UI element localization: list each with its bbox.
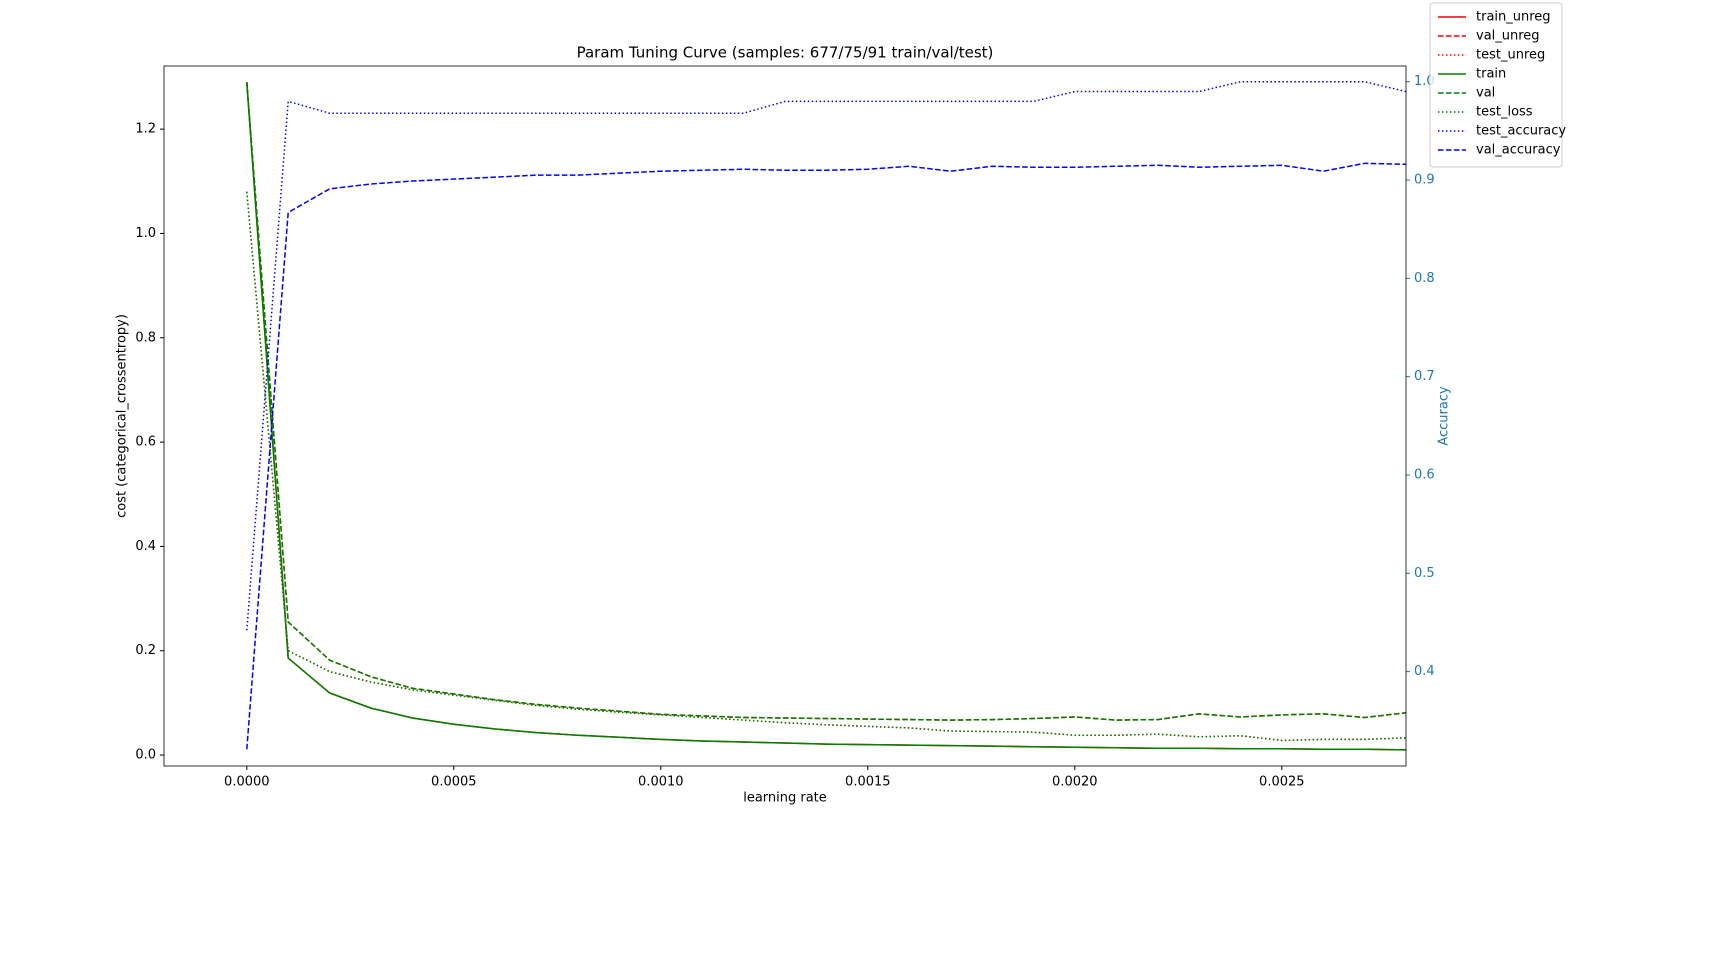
y2-tick-label: 0.8 bbox=[1414, 271, 1435, 286]
y-tick-label: 0.8 bbox=[135, 330, 156, 345]
y2-tick-label: 0.4 bbox=[1414, 664, 1435, 679]
x-tick-label: 0.0000 bbox=[224, 775, 270, 790]
y-tick-label: 1.0 bbox=[135, 226, 156, 241]
y2-tick-label: 0.6 bbox=[1414, 467, 1435, 482]
series-line bbox=[246, 162, 1406, 750]
legend-box bbox=[1429, 2, 1563, 168]
x-tick-label: 0.0005 bbox=[431, 775, 477, 790]
series-line bbox=[246, 80, 1406, 631]
y-tick-label: 0.6 bbox=[135, 435, 156, 450]
y2-tick-label: 0.7 bbox=[1414, 369, 1435, 384]
y-tick-label: 0.2 bbox=[135, 643, 156, 658]
series-line bbox=[246, 82, 1406, 721]
x-tick-label: 0.0010 bbox=[638, 775, 684, 790]
legend-label: test_accuracy bbox=[1476, 124, 1566, 139]
y-tick-label: 1.2 bbox=[135, 122, 156, 137]
legend-label: val bbox=[1476, 86, 1495, 101]
chart-title: Param Tuning Curve (samples: 677/75/91 t… bbox=[577, 44, 994, 62]
x-tick-label: 0.0025 bbox=[1259, 775, 1305, 790]
x-axis-label: learning rate bbox=[743, 791, 827, 806]
y2-axis-label: Accuracy bbox=[1437, 386, 1452, 446]
legend-label: test_loss bbox=[1476, 105, 1533, 120]
y-tick-label: 0.4 bbox=[135, 539, 156, 554]
y-axis-label: cost (categorical_crossentropy) bbox=[115, 314, 130, 518]
legend-label: train_unreg bbox=[1476, 10, 1551, 25]
legend-label: val_unreg bbox=[1476, 29, 1540, 44]
legend-label: val_accuracy bbox=[1476, 143, 1561, 158]
series-line bbox=[246, 82, 1406, 751]
x-tick-label: 0.0020 bbox=[1052, 775, 1098, 790]
legend-label: test_unreg bbox=[1476, 48, 1545, 63]
plot-frame bbox=[163, 65, 1407, 767]
plot-lines bbox=[246, 80, 1406, 751]
series-line bbox=[246, 191, 1406, 742]
legend-label: train bbox=[1476, 67, 1506, 82]
x-tick-label: 0.0015 bbox=[845, 775, 891, 790]
y2-tick-label: 0.5 bbox=[1414, 566, 1435, 581]
series-line bbox=[246, 82, 1406, 721]
y-tick-label: 0.0 bbox=[135, 748, 156, 763]
series-line bbox=[246, 191, 1406, 742]
y2-tick-label: 0.9 bbox=[1414, 173, 1435, 188]
series-line bbox=[246, 82, 1406, 751]
